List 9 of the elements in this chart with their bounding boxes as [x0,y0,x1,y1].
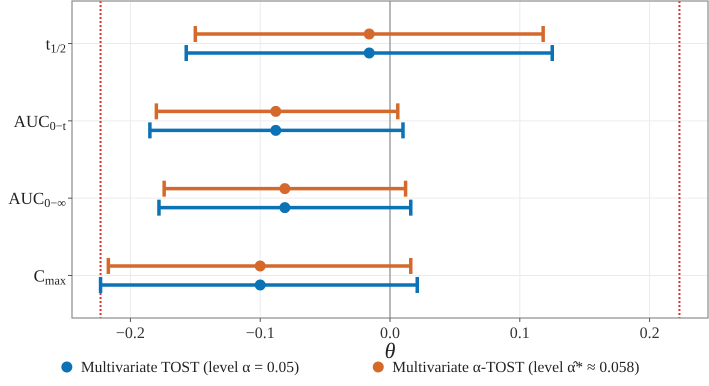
x-tick-label: −0.2 [116,325,145,342]
legend-label: Multivariate TOST (level α = 0.05) [80,359,300,376]
y-tick-label: AUC$_{0−t}$ [14,112,67,133]
y-tick-label: C$_{max}$ [34,266,66,288]
x-tick-label: −0.1 [246,325,275,342]
x-tick-label: 0.2 [640,325,660,342]
y-tick-label: t$_{1/2}$ [46,34,66,56]
y-tick-label: AUC$_{0−∞}$ [8,189,66,210]
x-tick-label: 0.1 [510,325,530,342]
